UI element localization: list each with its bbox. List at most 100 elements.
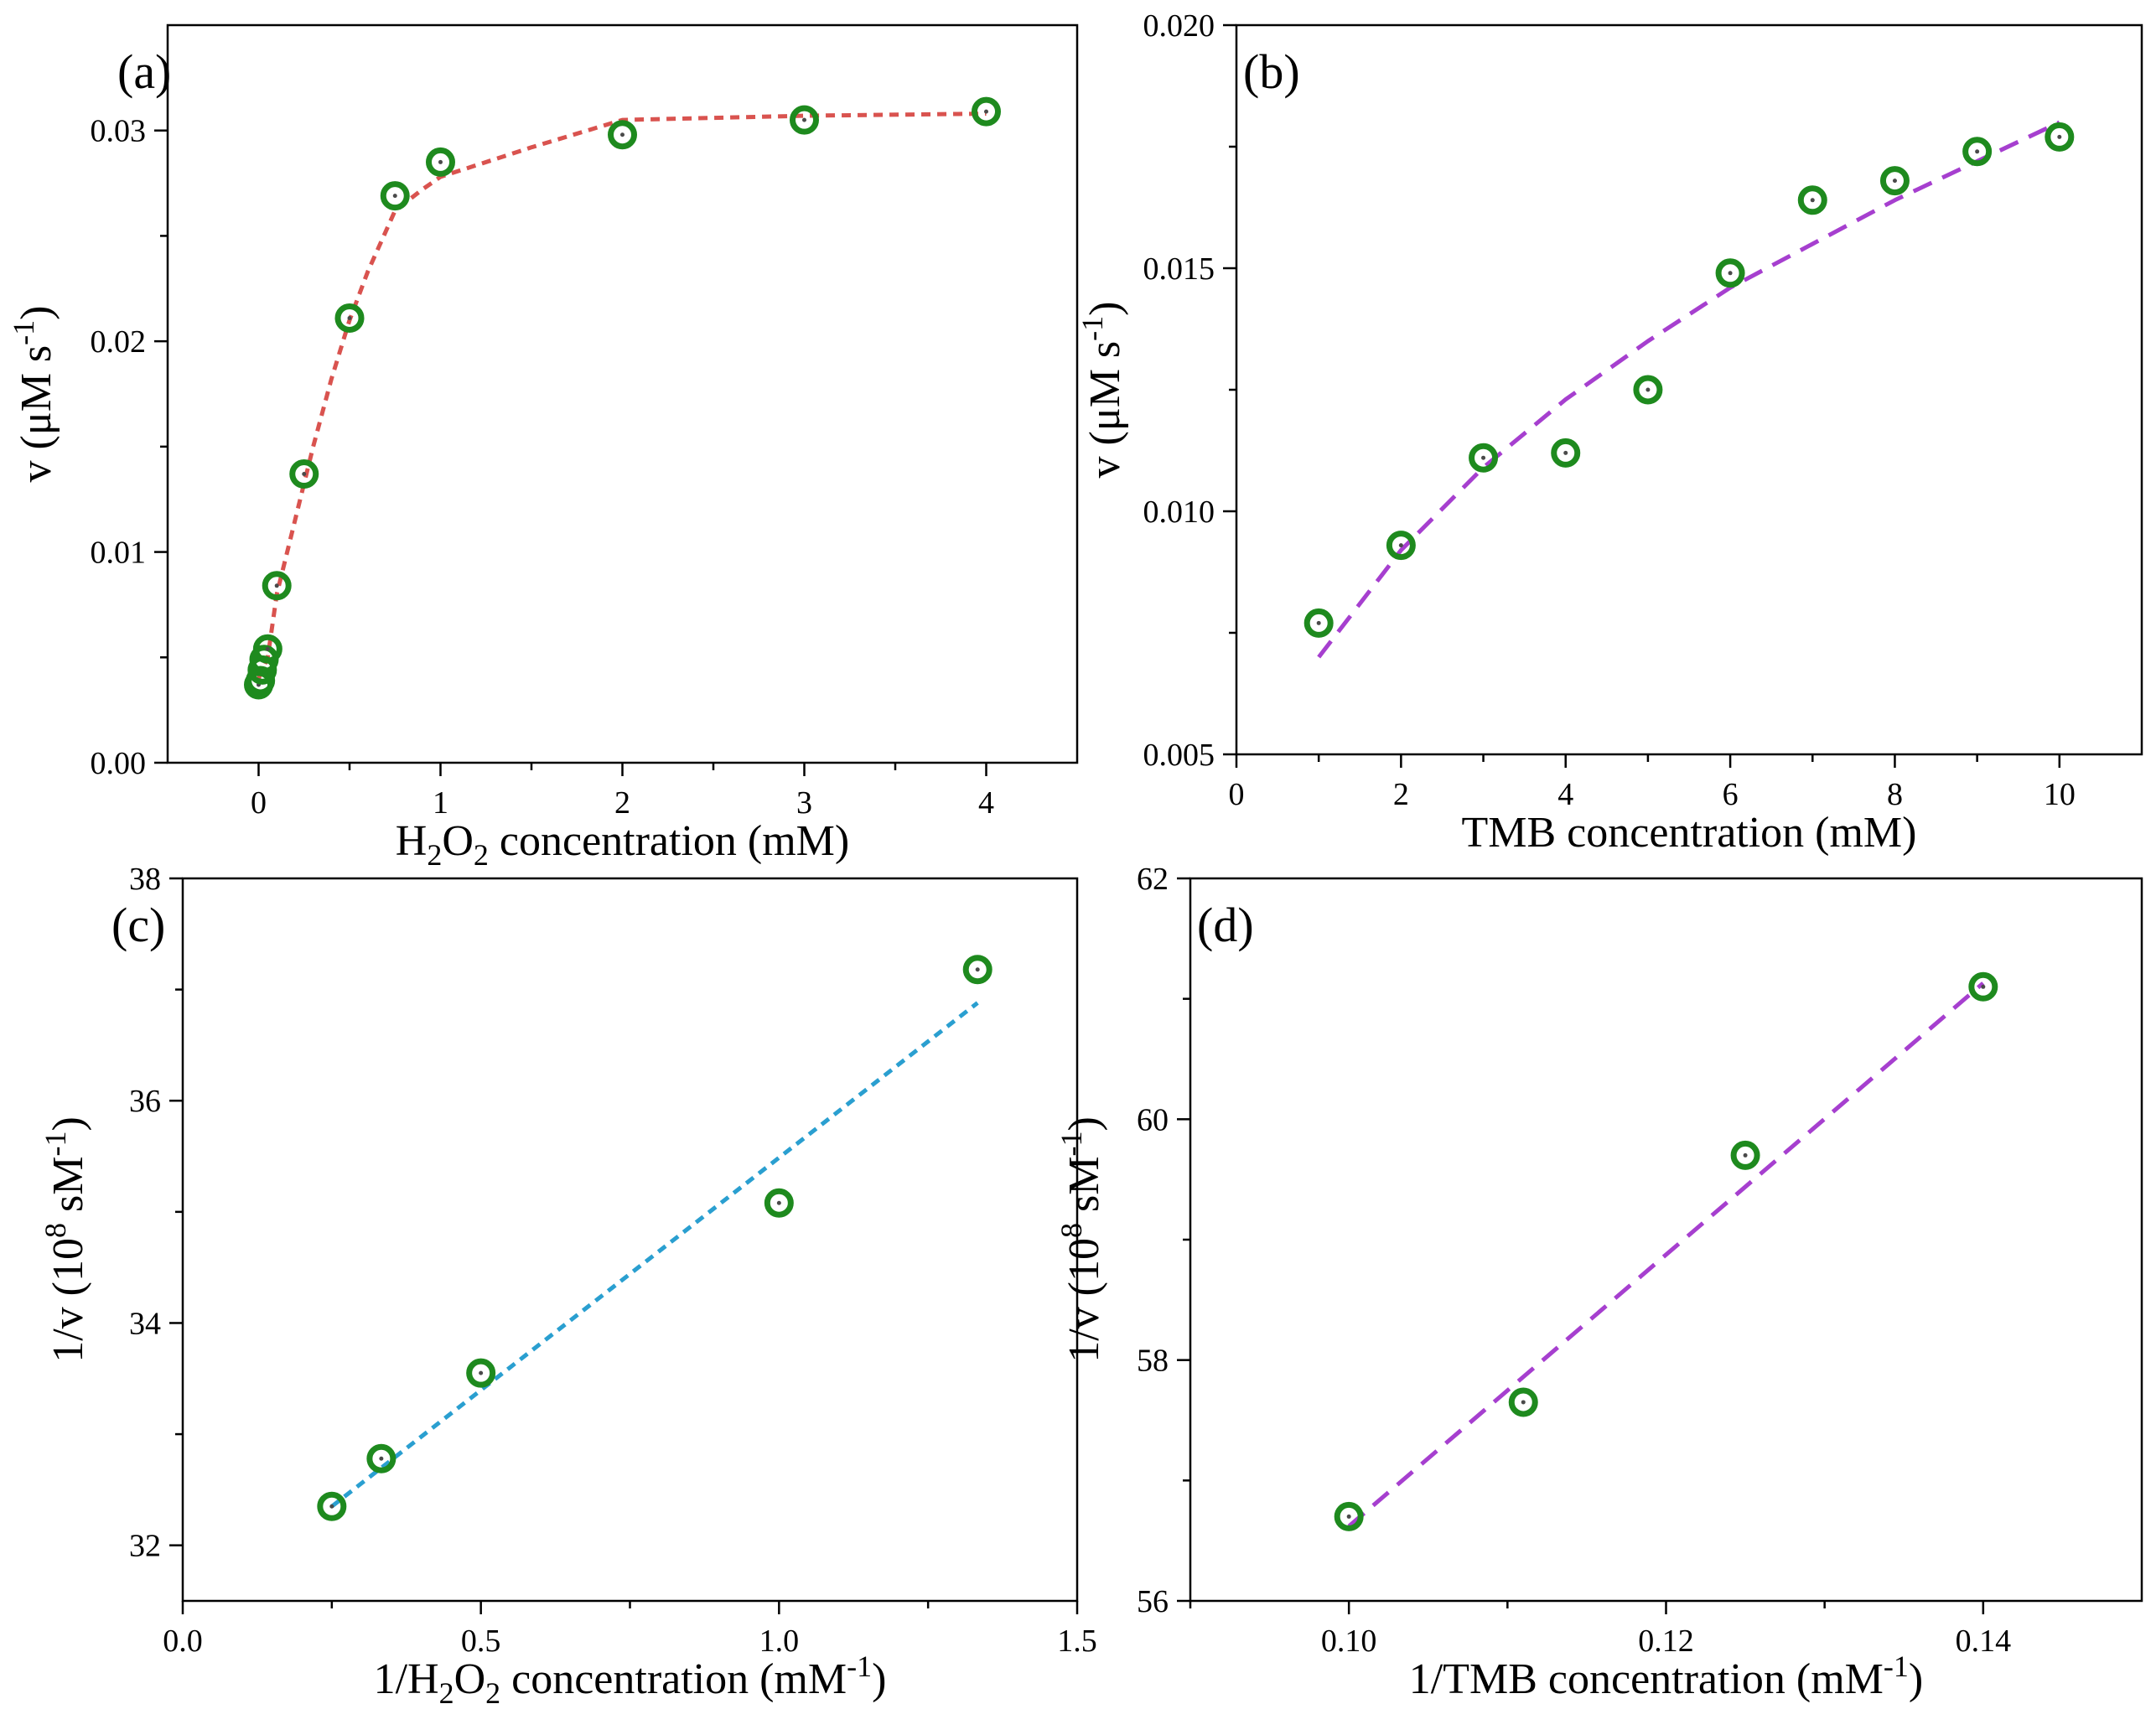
- data-point: [262, 571, 292, 601]
- y-tick-label: 0.005: [1143, 738, 1215, 773]
- y-tick-label: 32: [129, 1529, 161, 1564]
- data-point: [1715, 258, 1745, 288]
- x-tick-label: 4: [978, 785, 994, 821]
- data-point: [366, 1443, 396, 1473]
- data-point-center: [1481, 455, 1486, 460]
- x-tick-label: 1.0: [759, 1624, 800, 1659]
- data-point-ring: [1303, 608, 1334, 638]
- data-point-ring: [972, 96, 1001, 127]
- data-point-ring: [790, 105, 819, 135]
- x-tick-label: 1: [433, 785, 448, 821]
- data-point-center: [1521, 1400, 1526, 1405]
- data-point: [1386, 531, 1416, 561]
- data-point-center: [984, 109, 988, 114]
- data-point: [1968, 971, 1998, 1002]
- data-point-ring: [252, 634, 282, 664]
- data-point-center: [1646, 387, 1651, 392]
- data-point-ring: [466, 1358, 496, 1388]
- y-tick-label: 38: [129, 862, 161, 897]
- data-point-ring: [1797, 185, 1827, 215]
- data-point: [1797, 185, 1827, 215]
- panel-d: 0.10 0.12 0.14 56 58 60 62 (d) 1/TMB concentrati…: [1055, 862, 2143, 1703]
- x-tick-label: 0.14: [1956, 1624, 2012, 1659]
- data-point-center: [975, 967, 980, 972]
- data-point-center: [1981, 984, 1986, 989]
- data-point-center: [438, 159, 443, 164]
- y-tick-label: 0.010: [1143, 495, 1215, 530]
- data-point-center: [392, 194, 397, 199]
- data-point-ring: [426, 147, 455, 177]
- data-point-ring: [2045, 122, 2075, 152]
- data-point-ring: [1633, 375, 1663, 405]
- data-point: [1303, 608, 1334, 638]
- data-point: [1508, 1387, 1538, 1417]
- data-point: [334, 303, 365, 333]
- data-point-center: [1316, 620, 1321, 625]
- data-point-center: [302, 472, 307, 477]
- y-tick-label: 36: [129, 1084, 161, 1119]
- fit-line: [1347, 981, 1985, 1528]
- y-tick-label: 0.015: [1143, 251, 1215, 287]
- data-point-ring: [1386, 531, 1416, 561]
- x-axis-label: 1/H2O2 concentration (mM-1): [374, 1650, 887, 1710]
- y-tick-label: 0.02: [91, 324, 147, 360]
- data-point-ring: [1730, 1140, 1760, 1170]
- data-point-center: [2057, 134, 2062, 139]
- y-tick-label: 0.01: [91, 536, 147, 571]
- data-point: [764, 1188, 794, 1218]
- y-axis-label: 1/v (108 sM-1): [1055, 1116, 1108, 1363]
- x-tick-label: 1.5: [1057, 1624, 1097, 1659]
- fit-line: [330, 1001, 979, 1509]
- x-tick-label: 0.12: [1638, 1624, 1694, 1659]
- data-point-ring: [1715, 258, 1745, 288]
- x-tick-label: 0.0: [163, 1624, 203, 1659]
- data-point-ring: [289, 459, 319, 489]
- data-point-ring: [1551, 438, 1581, 468]
- plot-frame: [1235, 23, 2143, 756]
- panel-label: (c): [111, 898, 165, 952]
- x-axis-label: 1/TMB concentration (mM-1): [1409, 1650, 1923, 1703]
- x-tick-label: 2: [1393, 777, 1409, 812]
- x-axis-label: H2O2 concentration (mM): [396, 817, 849, 872]
- panel-c: 0.0 0.5 1.0 1.5 32 34 36 38(c) 1/H2O2 concentrat…: [39, 862, 1097, 1710]
- x-tick-label: 0.5: [461, 1624, 501, 1659]
- y-tick-label: 58: [1137, 1344, 1169, 1379]
- data-point-ring: [1469, 443, 1499, 473]
- data-point-center: [1743, 1152, 1748, 1158]
- panel-label: (b): [1243, 44, 1300, 99]
- y-tick-label: 56: [1137, 1584, 1169, 1619]
- plot-frame: [1189, 877, 2143, 1603]
- data-point-ring: [962, 955, 992, 985]
- panel-b: 0 2 4 6 8 10 0.005 0.010 0.015 0.020 (b) TMB concen…: [1075, 8, 2143, 857]
- fit-line: [257, 111, 987, 680]
- data-point-center: [620, 132, 625, 137]
- y-tick-label: 0.00: [91, 746, 147, 781]
- data-point-ring: [1962, 137, 1993, 167]
- panel-a: 0 1 2 3 4 0.00 0.01 0.02 0.03 (a) H2O2 concentrati…: [7, 23, 1079, 872]
- y-tick-label: 0.020: [1143, 8, 1215, 44]
- y-tick-label: 0.03: [91, 114, 147, 149]
- data-point-center: [329, 1504, 334, 1509]
- data-point-center: [347, 315, 352, 320]
- data-point: [1551, 438, 1581, 468]
- data-point-center: [379, 1456, 384, 1461]
- data-point-ring: [317, 1491, 347, 1521]
- data-point-center: [479, 1370, 484, 1375]
- data-point-center: [1892, 179, 1897, 184]
- data-point: [1469, 443, 1499, 473]
- data-point-center: [1728, 271, 1733, 276]
- data-point-ring: [1968, 971, 1998, 1002]
- data-point-ring: [334, 303, 365, 333]
- data-point: [1633, 375, 1663, 405]
- data-point-ring: [366, 1443, 396, 1473]
- plot-frame: [181, 877, 1079, 1603]
- data-point-ring: [1508, 1387, 1538, 1417]
- data-point-center: [1563, 450, 1568, 455]
- data-point-center: [776, 1200, 781, 1205]
- data-point-center: [265, 646, 270, 651]
- x-tick-label: 3: [796, 785, 812, 821]
- data-point-center: [1346, 1514, 1351, 1519]
- y-tick-label: 62: [1137, 862, 1169, 897]
- data-point: [972, 96, 1001, 127]
